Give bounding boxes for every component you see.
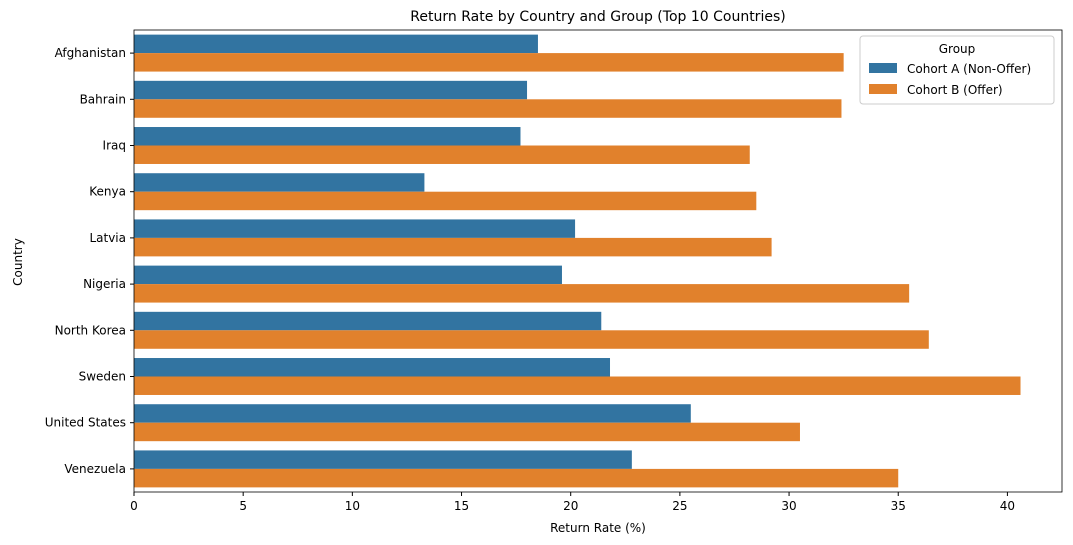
y-tick-label: United States <box>45 416 126 430</box>
axes-group: Afghanistan Bahrain Iraq Kenya Latvia Nigeria… <box>45 29 1063 513</box>
legend-label-cohort-a: Cohort A (Non-Offer) <box>907 62 1031 76</box>
x-tick-label: 30 <box>781 499 796 513</box>
bar-iraq-cohort-b <box>134 145 750 164</box>
y-tick-label: Latvia <box>89 231 126 245</box>
bar-nigeria-cohort-b <box>134 284 910 303</box>
x-tick-label: 35 <box>891 499 906 513</box>
legend-swatch-cohort-a <box>869 63 897 73</box>
y-axis-label: Country <box>11 238 25 286</box>
bar-kenya-cohort-b <box>134 191 757 211</box>
legend-label-cohort-b: Cohort B (Offer) <box>907 83 1003 97</box>
x-tick-label: 5 <box>239 499 247 513</box>
bar-kenya-cohort-a <box>134 173 425 192</box>
y-tick-label: Kenya <box>89 185 126 199</box>
bar-bahrain-cohort-a <box>134 80 528 100</box>
legend-title: Group <box>939 42 976 56</box>
bar-north-korea-cohort-b <box>134 330 929 349</box>
legend-frame <box>859 35 1055 105</box>
bar-latvia-cohort-a <box>134 219 576 238</box>
y-tick-label: Venezuela <box>64 462 126 476</box>
x-axis-label: Return Rate (%) <box>550 521 646 535</box>
chart-title: Return Rate by Country and Group (Top 10… <box>410 9 785 25</box>
y-tick-label: Iraq <box>103 139 126 153</box>
bar-north-korea-cohort-a <box>134 311 602 331</box>
legend-swatch-cohort-b <box>869 84 897 94</box>
bar-bahrain-cohort-b <box>134 99 842 118</box>
x-tick-label: 25 <box>672 499 687 513</box>
y-tick-label: North Korea <box>55 323 126 337</box>
y-tick-label: Nigeria <box>83 277 126 291</box>
plot-frame <box>133 29 1063 493</box>
bar-afghanistan-cohort-a <box>134 34 538 54</box>
bar-iraq-cohort-a <box>134 127 521 146</box>
x-tick-label: 40 <box>1000 499 1015 513</box>
y-tick-label: Afghanistan <box>55 46 126 60</box>
bar-nigeria-cohort-a <box>134 265 562 285</box>
bars-group <box>134 34 1021 488</box>
bar-united-states-cohort-b <box>134 422 800 442</box>
legend: Group Cohort A (Non-Offer) Cohort B (Off… <box>859 35 1055 105</box>
bar-venezuela-cohort-b <box>134 468 899 488</box>
bar-sweden-cohort-a <box>134 358 611 377</box>
x-tick-label: 10 <box>345 499 360 513</box>
bar-united-states-cohort-a <box>134 404 691 423</box>
x-tick-label: 15 <box>454 499 469 513</box>
bar-afghanistan-cohort-b <box>134 53 844 72</box>
x-tick-label: 20 <box>563 499 578 513</box>
bar-venezuela-cohort-a <box>134 450 632 469</box>
bar-latvia-cohort-b <box>134 237 772 257</box>
x-tick-label: 0 <box>130 499 138 513</box>
y-tick-label: Sweden <box>79 370 126 384</box>
y-tick-label: Bahrain <box>80 92 126 106</box>
bar-sweden-cohort-b <box>134 376 1021 395</box>
